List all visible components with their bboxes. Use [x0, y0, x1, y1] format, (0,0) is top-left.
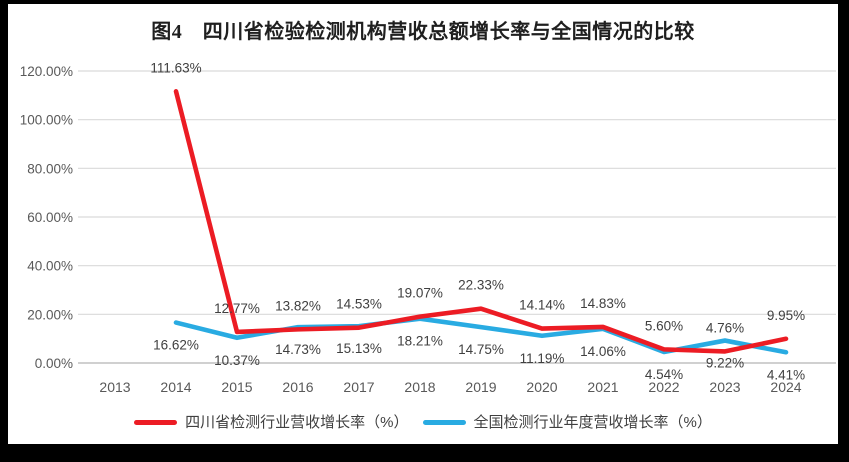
x-tick-label: 2013: [99, 379, 130, 395]
data-label-sichuan: 111.63%: [150, 60, 201, 75]
chart-title: 图4 四川省检验检测机构营收总额增长率与全国情况的比较: [151, 21, 695, 43]
y-tick-label: 20.00%: [27, 307, 73, 322]
series-line-sichuan: [173, 89, 789, 354]
y-tick-label: 120.00%: [20, 64, 73, 79]
x-tick-label: 2014: [160, 379, 191, 395]
data-label-national: 10.37%: [214, 353, 260, 368]
data-label-sichuan: 4.76%: [706, 320, 744, 335]
data-label-sichuan: 14.53%: [336, 297, 382, 312]
data-label-national: 9.22%: [706, 356, 744, 371]
x-tick-label: 2016: [282, 379, 313, 395]
line-chart: 0.00% 20.00% 40.00% 60.00% 80.00% 100.00% 120.…: [20, 60, 836, 395]
legend-item-sichuan: 四川省检测行业营收增长率（%）: [134, 413, 409, 431]
x-tick-label: 2018: [404, 379, 435, 395]
data-label-national: 14.73%: [275, 342, 321, 357]
data-label-sichuan: 22.33%: [458, 278, 504, 293]
data-label-sichuan: 13.82%: [275, 298, 321, 313]
legend-label-national: 全国检测行业年度营收增长率（%）: [473, 413, 712, 431]
y-tick-label: 60.00%: [27, 210, 73, 225]
data-label-sichuan: 12.77%: [214, 301, 260, 316]
y-tick-label: 40.00%: [27, 259, 73, 274]
data-label-national: 18.21%: [397, 334, 443, 349]
data-label-sichuan: 14.83%: [580, 296, 626, 311]
x-tick-label: 2021: [587, 379, 618, 395]
data-label-national: 14.06%: [580, 344, 626, 359]
data-label-sichuan: 14.14%: [519, 298, 565, 313]
y-tick-label: 0.00%: [35, 356, 73, 371]
legend: 四川省检测行业营收增长率（%） 全国检测行业年度营收增长率（%）: [8, 412, 838, 432]
x-tick-label: 2022: [648, 379, 679, 395]
legend-swatch-sichuan-icon: [134, 419, 178, 425]
data-label-sichuan: 9.95%: [767, 308, 805, 323]
y-tick-label: 100.00%: [20, 113, 73, 128]
x-tick-label: 2017: [343, 379, 374, 395]
x-tick-label: 2023: [709, 379, 740, 395]
data-label-national: 4.54%: [645, 367, 683, 382]
x-tick-label: 2024: [770, 379, 801, 395]
y-tick-label: 80.00%: [27, 161, 73, 176]
data-label-national: 4.41%: [767, 367, 805, 382]
x-tick-label: 2019: [465, 379, 496, 395]
legend-label-sichuan: 四川省检测行业营收增长率（%）: [185, 413, 409, 431]
legend-item-national: 全国检测行业年度营收增长率（%）: [422, 413, 712, 431]
x-tick-label: 2020: [526, 379, 557, 395]
data-label-national: 15.13%: [336, 341, 382, 356]
data-label-national: 14.75%: [458, 342, 504, 357]
data-label-sichuan: 5.60%: [645, 318, 683, 333]
x-tick-label: 2015: [221, 379, 252, 395]
legend-swatch-national-icon: [422, 419, 466, 425]
data-label-national: 11.19%: [520, 351, 565, 366]
data-label-national: 16.62%: [153, 338, 199, 353]
data-label-sichuan: 19.07%: [397, 286, 443, 301]
chart-canvas: 图4 四川省检验检测机构营收总额增长率与全国情况的比较 0.00% 20.00% 4…: [8, 4, 838, 444]
